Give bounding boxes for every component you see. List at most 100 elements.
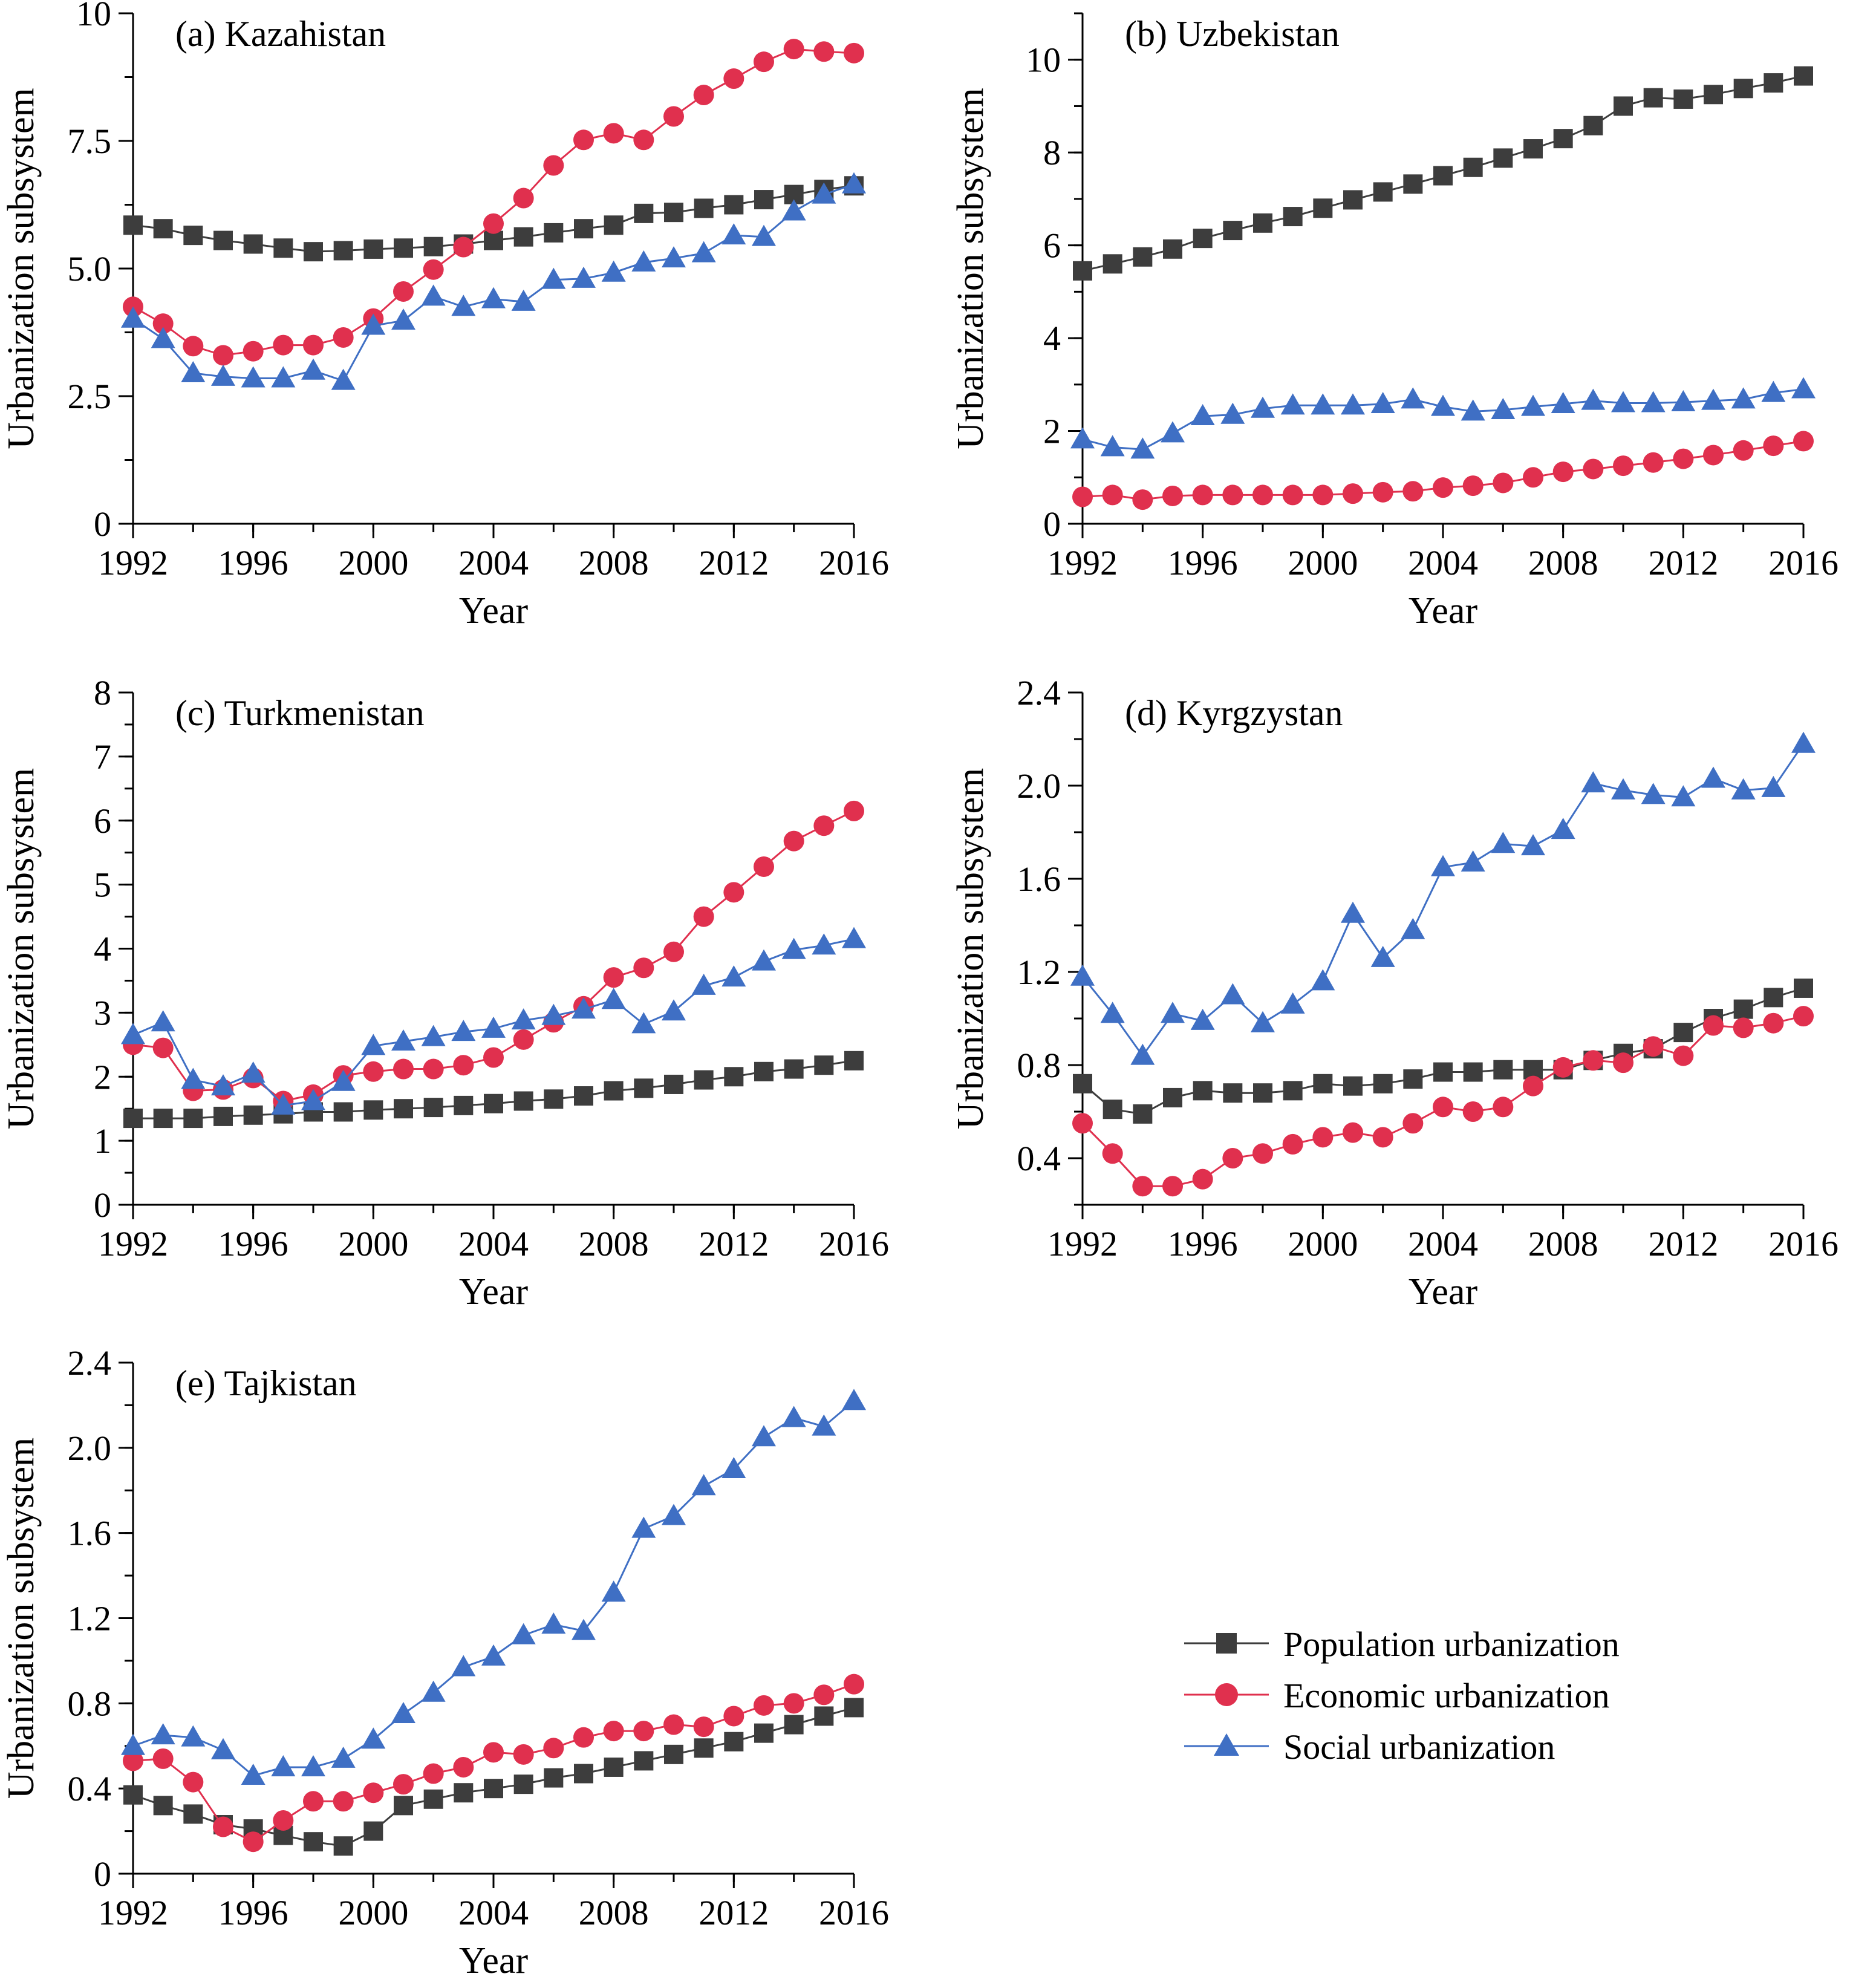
- legend-marker-economic: [1215, 1683, 1238, 1706]
- data-point-social: [331, 1746, 356, 1768]
- data-point-economic: [633, 957, 654, 979]
- data-point-economic: [393, 1058, 414, 1080]
- data-point-economic: [333, 327, 354, 348]
- data-point-social: [752, 949, 776, 971]
- x-tick-label: 1996: [218, 1893, 288, 1932]
- data-point-economic: [363, 1782, 384, 1804]
- data-point-social: [721, 1457, 746, 1479]
- data-point-population: [123, 1109, 143, 1129]
- y-tick-label: 0.4: [68, 1769, 112, 1808]
- y-tick-label: 3: [94, 993, 111, 1032]
- data-point-population: [1433, 1062, 1453, 1082]
- series-economic: [123, 39, 864, 366]
- data-point-economic: [483, 1742, 504, 1763]
- series-social: [1070, 731, 1816, 1065]
- data-point-social: [1521, 394, 1545, 416]
- data-point-social: [421, 284, 446, 306]
- data-point-social: [1791, 377, 1816, 399]
- data-point-population: [634, 1078, 654, 1098]
- data-point-population: [153, 1796, 173, 1816]
- data-point-social: [1431, 394, 1455, 416]
- y-tick-label: 5: [94, 865, 111, 905]
- data-point-economic: [663, 941, 684, 962]
- data-point-social: [331, 1069, 356, 1091]
- data-point-economic: [1462, 475, 1484, 497]
- data-point-economic: [243, 341, 264, 362]
- data-point-population: [243, 234, 263, 254]
- y-tick-label: 8: [94, 673, 111, 712]
- data-point-economic: [1703, 1015, 1724, 1036]
- data-point-population: [814, 1055, 834, 1075]
- data-point-social: [1671, 785, 1696, 807]
- data-point-economic: [573, 129, 594, 151]
- data-point-social: [181, 361, 206, 383]
- data-point-social: [481, 1016, 506, 1038]
- data-point-population: [1764, 988, 1783, 1008]
- x-tick-label: 1996: [218, 1224, 288, 1263]
- x-tick-label: 1992: [1047, 543, 1118, 582]
- data-point-population: [1253, 1083, 1272, 1103]
- data-point-social: [752, 1425, 776, 1447]
- data-point-social: [241, 1061, 265, 1083]
- data-point-economic: [693, 85, 714, 106]
- data-point-population: [394, 238, 413, 258]
- data-point-economic: [183, 336, 204, 357]
- data-point-population: [454, 1095, 474, 1115]
- data-point-social: [1161, 421, 1185, 443]
- data-point-social: [631, 1012, 656, 1034]
- data-point-social: [1251, 1011, 1275, 1032]
- legend-marker-social: [1214, 1733, 1239, 1756]
- x-tick-label: 2016: [819, 1893, 889, 1932]
- data-point-economic: [1462, 1101, 1484, 1122]
- data-point-social: [181, 1067, 206, 1089]
- data-point-social: [1280, 393, 1305, 415]
- data-point-population: [394, 1099, 413, 1119]
- legend-label-economic: Economic urbanization: [1283, 1676, 1610, 1715]
- data-point-population: [1614, 96, 1633, 116]
- data-point-economic: [1402, 1113, 1424, 1134]
- data-point-economic: [1343, 483, 1363, 504]
- data-point-population: [123, 215, 143, 235]
- y-axis-title: Urbanization subsystem: [1, 1438, 42, 1799]
- data-point-population: [304, 242, 323, 262]
- data-point-economic: [1132, 489, 1153, 510]
- data-point-economic: [1433, 477, 1453, 498]
- data-point-economic: [813, 815, 835, 836]
- data-point-social: [391, 1029, 415, 1051]
- x-tick-label: 1992: [98, 1224, 168, 1263]
- series-social: [1070, 377, 1816, 459]
- data-point-economic: [693, 906, 714, 927]
- y-tick-label: 6: [1043, 226, 1061, 266]
- data-point-economic: [243, 1831, 264, 1853]
- y-tick-label: 0.8: [68, 1684, 112, 1723]
- data-point-social: [241, 1764, 265, 1785]
- data-point-social: [481, 287, 506, 308]
- x-tick-label: 2008: [579, 1893, 649, 1932]
- data-point-economic: [393, 1774, 414, 1795]
- data-point-economic: [1493, 1097, 1514, 1118]
- data-point-population: [183, 226, 203, 246]
- data-point-social: [541, 267, 566, 289]
- data-point-population: [213, 1106, 233, 1126]
- data-point-social: [601, 260, 626, 282]
- data-point-social: [271, 1755, 296, 1776]
- data-point-social: [721, 223, 746, 245]
- data-point-social: [572, 997, 596, 1019]
- data-point-economic: [1192, 484, 1213, 506]
- data-point-economic: [1192, 1168, 1213, 1190]
- data-point-social: [361, 313, 386, 335]
- data-point-social: [421, 1680, 446, 1702]
- data-point-social: [541, 1003, 566, 1025]
- x-tick-label: 1996: [218, 543, 288, 582]
- series-population: [123, 1698, 864, 1856]
- data-point-social: [481, 1644, 506, 1666]
- data-point-population: [1193, 1081, 1213, 1101]
- data-point-economic: [754, 51, 774, 73]
- data-point-economic: [483, 213, 504, 234]
- data-point-social: [451, 295, 476, 316]
- x-tick-label: 2000: [338, 543, 408, 582]
- data-point-social: [1370, 392, 1395, 414]
- y-tick-label: 2.5: [68, 377, 112, 416]
- data-point-population: [1433, 166, 1453, 186]
- data-point-social: [1341, 393, 1365, 415]
